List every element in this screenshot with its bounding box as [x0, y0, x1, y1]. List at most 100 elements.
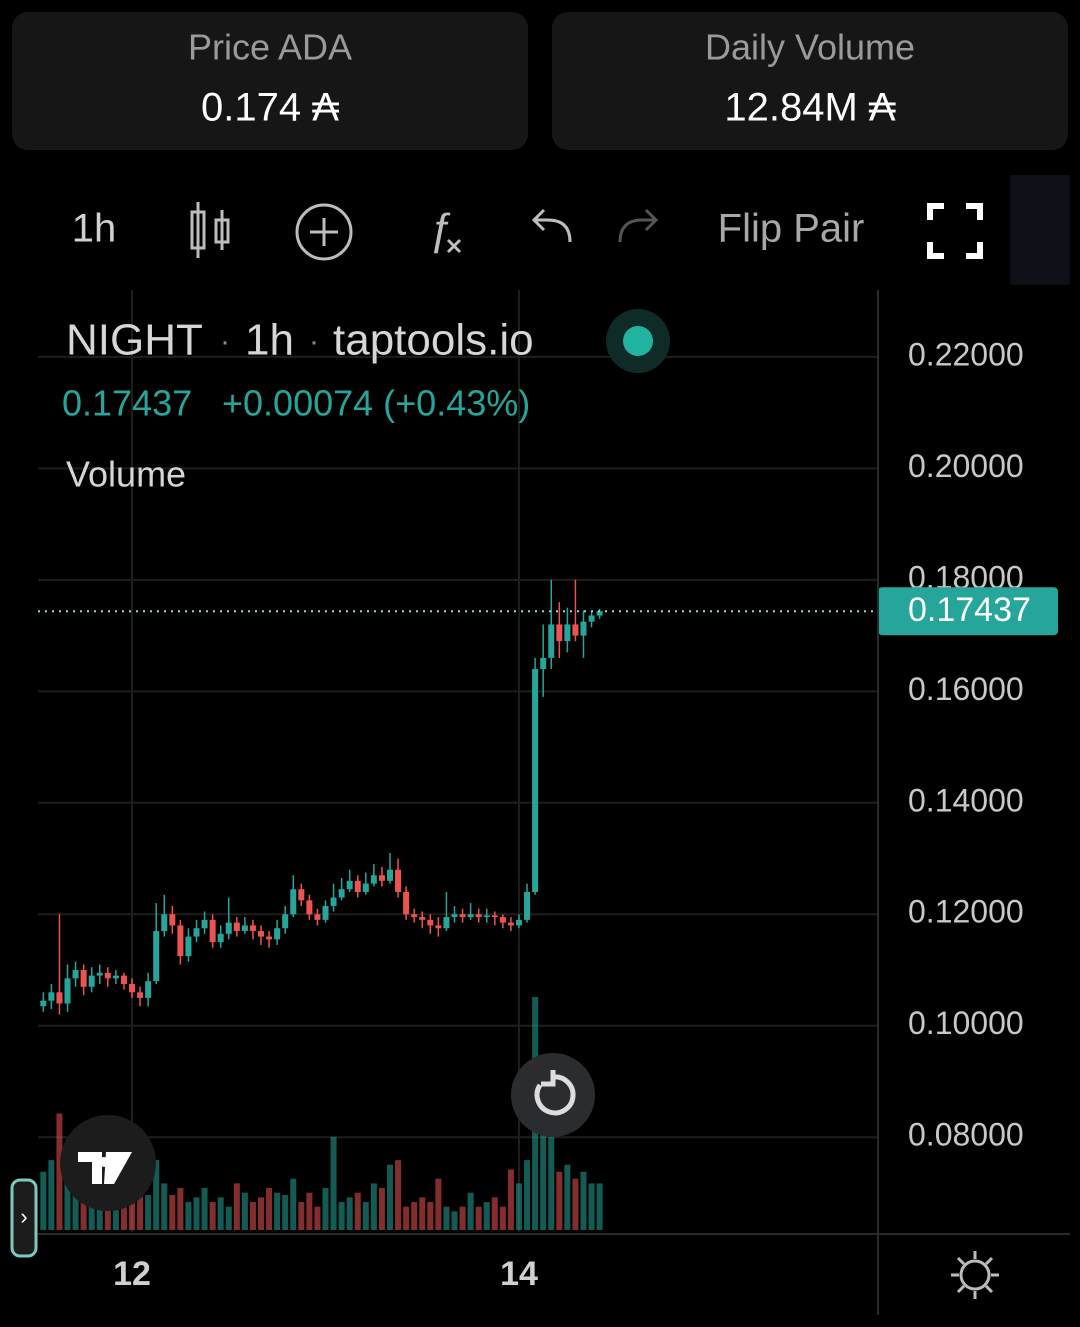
card-value: 0.174 ₳	[201, 86, 339, 130]
candle-body	[435, 925, 442, 929]
volume-bar	[540, 1066, 547, 1230]
undo-button[interactable]	[531, 208, 572, 243]
legend-symbol: NIGHT	[66, 316, 203, 365]
redo-button[interactable]	[618, 208, 659, 243]
volume-bar	[306, 1192, 313, 1230]
candle-body	[64, 978, 71, 1004]
volume-bar	[378, 1188, 385, 1230]
volume-bar	[346, 1197, 353, 1230]
volume-bar	[499, 1206, 506, 1230]
candle-body	[427, 919, 434, 926]
candle-type-button[interactable]	[190, 202, 230, 258]
volume-bar	[201, 1188, 208, 1230]
volume-bar	[161, 1183, 168, 1230]
last-price-label: 0.17437	[908, 591, 1031, 629]
candle-body	[104, 972, 111, 979]
volume-bar	[411, 1202, 418, 1230]
volume-bar	[580, 1171, 587, 1230]
price-card	[12, 12, 528, 150]
candle-body	[596, 611, 603, 616]
volume-bar	[145, 1195, 152, 1230]
candle-body	[443, 917, 450, 929]
volume-bar	[322, 1188, 329, 1230]
candle-body	[233, 922, 240, 932]
candle-body	[88, 975, 95, 987]
volume-bar	[217, 1197, 224, 1230]
candle-body	[129, 983, 136, 993]
volume-card	[552, 12, 1068, 150]
candle-body	[491, 915, 498, 918]
volume-bar	[153, 1160, 160, 1230]
candle-body	[459, 914, 466, 918]
volume-bar	[56, 1113, 63, 1230]
reset-icon	[534, 1070, 576, 1116]
volume-bar	[266, 1188, 273, 1230]
candle-body	[362, 883, 369, 892]
volume-bar	[370, 1183, 377, 1230]
interval-button[interactable]: 1h	[72, 207, 117, 251]
volume-bar	[185, 1202, 192, 1230]
candle-body	[177, 925, 184, 957]
volume-bar	[475, 1206, 482, 1230]
candle-body	[80, 970, 87, 987]
volume-bar	[290, 1178, 297, 1230]
volume-bar	[193, 1197, 200, 1230]
volume-bar	[314, 1206, 321, 1230]
card-label: Daily Volume	[705, 27, 915, 68]
card-label: Price ADA	[188, 27, 352, 68]
legend-volume: Volume	[66, 454, 186, 495]
toolbar-fade	[1010, 175, 1070, 285]
indicator-button[interactable]	[295, 203, 353, 261]
y-tick-label: 0.22000	[908, 336, 1024, 372]
volume-bar	[241, 1192, 248, 1230]
volume-bar	[572, 1178, 579, 1230]
candle-body	[346, 880, 353, 890]
candle-body	[419, 917, 426, 920]
volume-bar	[274, 1192, 281, 1230]
candle-body	[137, 992, 144, 998]
function-button[interactable]: ƒ	[428, 205, 452, 255]
volume-bar	[72, 1183, 79, 1230]
legend-price: 0.17437	[62, 383, 192, 424]
volume-bar	[338, 1202, 345, 1230]
volume-bar	[548, 1136, 555, 1230]
volume-bar	[419, 1197, 426, 1230]
y-tick-label: 0.08000	[908, 1117, 1024, 1153]
candle-body	[266, 936, 273, 940]
overlay: NIGHT · 1h · taptools.io 0.17437 +0.0007…	[10, 309, 999, 1299]
side-handle[interactable]	[10, 1178, 38, 1258]
candle-body	[40, 1000, 47, 1007]
candle-body	[330, 897, 337, 906]
flip-pair-button[interactable]: Flip Pair	[718, 207, 865, 251]
volume-bar	[209, 1202, 216, 1230]
last-price-tag	[878, 587, 1058, 636]
candle-body	[322, 905, 329, 920]
candle-body	[258, 931, 265, 937]
live-dot	[623, 326, 653, 356]
candle-body	[540, 657, 547, 670]
volume-bar	[225, 1206, 232, 1230]
volume-bar	[40, 1171, 47, 1230]
legend-change: +0.00074 (+0.43%)	[222, 383, 530, 424]
settings-button[interactable]	[951, 1251, 999, 1299]
reset-button[interactable]	[511, 1053, 595, 1137]
candle-body	[185, 936, 192, 957]
fullscreen-button[interactable]	[927, 203, 983, 259]
volume-bar	[169, 1195, 176, 1230]
candle-body	[532, 669, 539, 892]
handle-arrow: ›	[20, 1204, 27, 1229]
function-x	[446, 238, 462, 254]
volume-bar	[354, 1192, 361, 1230]
legend-source: taptools.io	[333, 316, 534, 365]
volume-bar	[459, 1206, 466, 1230]
candle-body	[209, 919, 216, 943]
volume-bar	[249, 1202, 256, 1230]
candle-body	[475, 914, 482, 918]
volume-bar	[483, 1202, 490, 1230]
candle-body	[306, 900, 313, 915]
candle-body	[451, 914, 458, 918]
candle-body	[572, 624, 579, 636]
legend-dot: ·	[309, 325, 319, 358]
y-tick-label: 0.20000	[908, 448, 1024, 484]
